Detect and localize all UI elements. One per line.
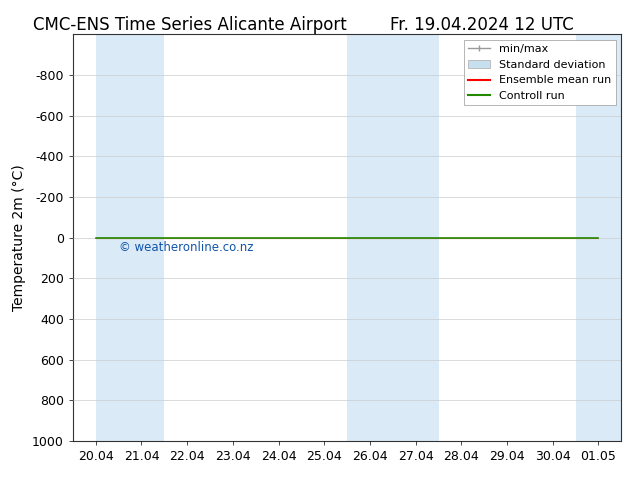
Bar [347, 34, 393, 441]
Legend: min/max, Standard deviation, Ensemble mean run, Controll run: min/max, Standard deviation, Ensemble me… [463, 40, 616, 105]
Y-axis label: Temperature 2m (°C): Temperature 2m (°C) [13, 164, 27, 311]
Bar [576, 34, 621, 441]
Text: © weatheronline.co.nz: © weatheronline.co.nz [119, 241, 253, 254]
Bar [96, 34, 119, 441]
Bar [119, 34, 164, 441]
Bar [393, 34, 439, 441]
Text: Fr. 19.04.2024 12 UTC: Fr. 19.04.2024 12 UTC [390, 16, 574, 34]
Text: CMC-ENS Time Series Alicante Airport: CMC-ENS Time Series Alicante Airport [34, 16, 347, 34]
